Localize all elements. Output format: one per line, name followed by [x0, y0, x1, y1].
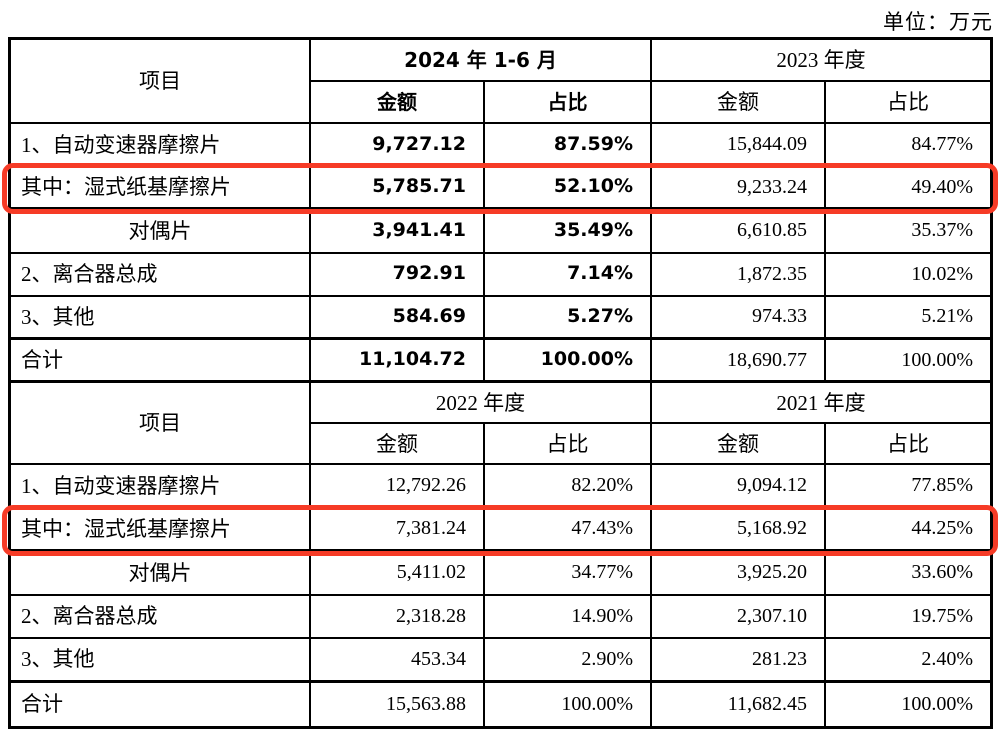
table-cell: 87.59%: [485, 124, 652, 168]
table-cell: 47.43%: [485, 508, 652, 553]
table-cell: 14.90%: [485, 595, 652, 640]
table-cell: 7,381.24: [311, 508, 485, 553]
table-cell: 19.75%: [826, 596, 990, 640]
table-cell: 82.20%: [485, 465, 652, 509]
subcol-header-ratio: 占比: [826, 424, 990, 466]
subcol-header-amount: 金额: [652, 82, 826, 124]
row-label: 对偶片: [11, 552, 311, 596]
row-label: 对偶片: [11, 210, 311, 254]
table-cell: 33.60%: [826, 552, 990, 596]
table-cell: 10.02%: [826, 254, 990, 297]
table-cell: 100.00%: [485, 339, 652, 384]
table-cell: 1,872.35: [652, 253, 826, 297]
table-cell: 281.23: [652, 639, 826, 683]
period-header-2024: 2024 年 1-6 月: [311, 40, 652, 82]
table-cell: 52.10%: [485, 167, 652, 211]
table-cell: 11,682.45: [652, 682, 826, 727]
row-label: 2、离合器总成: [11, 595, 311, 640]
revenue-table: 项目 2024 年 1-6 月 2023 年度 金额 占比 金额 占比 1、自动…: [2, 37, 998, 729]
table-cell: 77.85%: [826, 465, 990, 509]
unit-label: 单位：万元: [883, 10, 993, 34]
table-cell: 15,844.09: [652, 124, 826, 168]
table-cell: 12,792.26: [311, 465, 485, 509]
subcol-header-ratio: 占比: [485, 82, 652, 124]
period-header-2021: 2021 年度: [652, 383, 990, 425]
row-label-highlighted: 其中：湿式纸基摩擦片: [11, 167, 311, 211]
row-label-total: 合计: [11, 339, 311, 384]
table-cell: 5.27%: [485, 296, 652, 340]
table-frame: 项目 2024 年 1-6 月 2023 年度 金额 占比 金额 占比 1、自动…: [8, 37, 993, 729]
table-cell: 35.37%: [826, 210, 990, 254]
table-cell: 584.69: [311, 296, 485, 340]
table-cell: 5,168.92: [652, 508, 826, 553]
table-cell: 6,610.85: [652, 210, 826, 254]
table-cell: 100.00%: [485, 682, 652, 727]
table-cell: 5,785.71: [311, 167, 485, 211]
table-cell: 9,233.24: [652, 167, 826, 211]
row-label: 1、自动变速器摩擦片: [11, 124, 311, 168]
row-label: 3、其他: [11, 639, 311, 683]
table-cell: 5,411.02: [311, 552, 485, 596]
table-cell: 2.90%: [485, 639, 652, 683]
table-cell: 2.40%: [826, 639, 990, 683]
item-column-header: 项目: [11, 40, 311, 124]
period-header-2022: 2022 年度: [311, 383, 652, 425]
table-cell: 7.14%: [485, 253, 652, 297]
table-cell: 974.33: [652, 296, 826, 340]
table-cell: 792.91: [311, 253, 485, 297]
table-cell: 100.00%: [826, 340, 990, 384]
table-cell: 18,690.77: [652, 339, 826, 384]
table-cell: 3,941.41: [311, 210, 485, 254]
table-cell: 44.25%: [826, 509, 990, 553]
item-column-header: 项目: [11, 383, 311, 466]
table-cell: 2,307.10: [652, 595, 826, 640]
table-cell: 15,563.88: [311, 682, 485, 727]
table-cell: 9,094.12: [652, 465, 826, 509]
table-cell: 5.21%: [826, 297, 990, 340]
table-section-2024-2023: 项目 2024 年 1-6 月 2023 年度 金额 占比 金额 占比 1、自动…: [11, 40, 990, 384]
subcol-header-ratio: 占比: [485, 424, 652, 466]
row-label: 3、其他: [11, 296, 311, 340]
table-cell: 49.40%: [826, 167, 990, 211]
table-cell: 84.77%: [826, 124, 990, 168]
table-cell: 100.00%: [901, 692, 973, 715]
row-label-total: 合计: [11, 682, 311, 727]
table-cell: 3,925.20: [652, 552, 826, 596]
table-section-2022-2021: 项目 2022 年度 2021 年度 金额 占比 金额 占比 1、自动变速器摩擦…: [11, 383, 990, 727]
subcol-header-amount: 金额: [311, 82, 485, 124]
subcol-header-amount: 金额: [652, 424, 826, 466]
subcol-header-amount: 金额: [311, 424, 485, 466]
table-cell: 34.77%: [485, 552, 652, 596]
period-header-2023: 2023 年度: [652, 40, 990, 82]
table-cell: 453.34: [311, 639, 485, 683]
subcol-header-ratio: 占比: [826, 82, 990, 124]
table-cell: 35.49%: [485, 210, 652, 254]
table-cell: 11,104.72: [311, 339, 485, 384]
table-cell: 2,318.28: [311, 595, 485, 640]
row-label: 2、离合器总成: [11, 253, 311, 297]
row-label-highlighted: 其中：湿式纸基摩擦片: [11, 508, 311, 553]
table-cell: 9,727.12: [311, 124, 485, 168]
row-label: 1、自动变速器摩擦片: [11, 465, 311, 509]
